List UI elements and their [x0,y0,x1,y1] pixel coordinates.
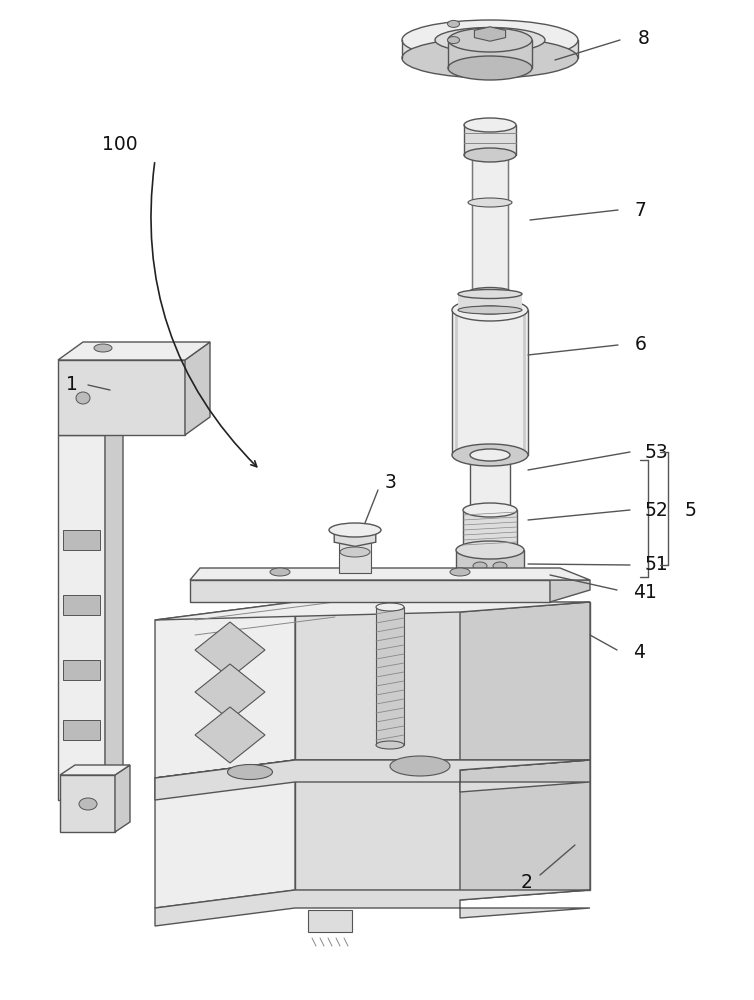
Polygon shape [60,765,130,775]
Polygon shape [155,760,590,778]
Polygon shape [155,602,295,778]
Polygon shape [448,40,532,68]
Polygon shape [105,421,123,800]
Ellipse shape [390,756,450,776]
Polygon shape [550,580,590,602]
Polygon shape [190,568,590,580]
Ellipse shape [456,573,524,591]
Ellipse shape [458,306,522,314]
Ellipse shape [376,603,404,611]
Polygon shape [155,602,590,620]
Polygon shape [190,580,550,602]
Bar [376,607,404,745]
Polygon shape [185,342,210,435]
Bar [463,510,517,550]
Ellipse shape [452,444,528,466]
Polygon shape [58,435,105,800]
Ellipse shape [228,764,272,780]
Ellipse shape [452,299,528,321]
Polygon shape [464,125,516,155]
Bar [452,310,528,455]
Ellipse shape [458,290,522,298]
Polygon shape [155,760,295,908]
Text: 6: 6 [635,336,647,355]
Polygon shape [402,40,578,58]
Ellipse shape [340,547,370,557]
Ellipse shape [329,523,381,537]
Ellipse shape [470,504,510,516]
Text: 52: 52 [645,500,669,520]
Bar [308,910,352,932]
Polygon shape [63,595,100,615]
Bar [456,550,524,582]
Text: 1: 1 [66,375,78,394]
Ellipse shape [448,28,532,52]
Ellipse shape [376,741,404,749]
Text: 8: 8 [638,28,650,47]
Bar [470,455,510,510]
Ellipse shape [463,543,517,557]
Polygon shape [195,707,265,763]
Text: 2: 2 [521,872,533,892]
Polygon shape [63,660,100,680]
Polygon shape [195,622,265,678]
Polygon shape [295,602,590,760]
Ellipse shape [493,562,507,570]
Bar [472,155,508,290]
Ellipse shape [448,56,532,80]
Text: 3: 3 [385,473,397,491]
Polygon shape [460,602,590,770]
Ellipse shape [76,392,90,404]
Text: 51: 51 [645,556,669,574]
Bar [339,530,371,573]
Ellipse shape [402,20,578,60]
Bar [458,294,522,310]
Text: 100: 100 [103,135,138,154]
Polygon shape [155,890,590,926]
Polygon shape [195,664,265,720]
Ellipse shape [79,798,97,810]
Ellipse shape [469,288,511,296]
Ellipse shape [94,344,112,352]
Polygon shape [63,720,100,740]
Text: 41: 41 [633,582,657,601]
Text: 4: 4 [633,644,645,662]
Polygon shape [155,760,590,800]
Polygon shape [295,760,590,890]
Polygon shape [63,530,100,550]
Ellipse shape [473,562,487,570]
Polygon shape [58,360,185,435]
Polygon shape [115,765,130,832]
Polygon shape [58,342,210,360]
Ellipse shape [435,27,545,52]
Ellipse shape [470,449,510,461]
Text: 7: 7 [635,200,647,220]
Ellipse shape [448,20,459,27]
Ellipse shape [270,568,290,576]
Text: 53: 53 [645,442,669,462]
Ellipse shape [448,37,459,44]
Ellipse shape [468,198,512,207]
Polygon shape [60,775,115,832]
Ellipse shape [464,148,516,162]
Ellipse shape [402,38,578,78]
Polygon shape [334,530,375,546]
Ellipse shape [464,118,516,132]
Polygon shape [474,27,506,41]
Ellipse shape [456,541,524,559]
Ellipse shape [450,568,470,576]
Ellipse shape [472,306,508,314]
Text: 5: 5 [685,500,697,520]
Polygon shape [460,760,590,900]
Ellipse shape [463,503,517,517]
